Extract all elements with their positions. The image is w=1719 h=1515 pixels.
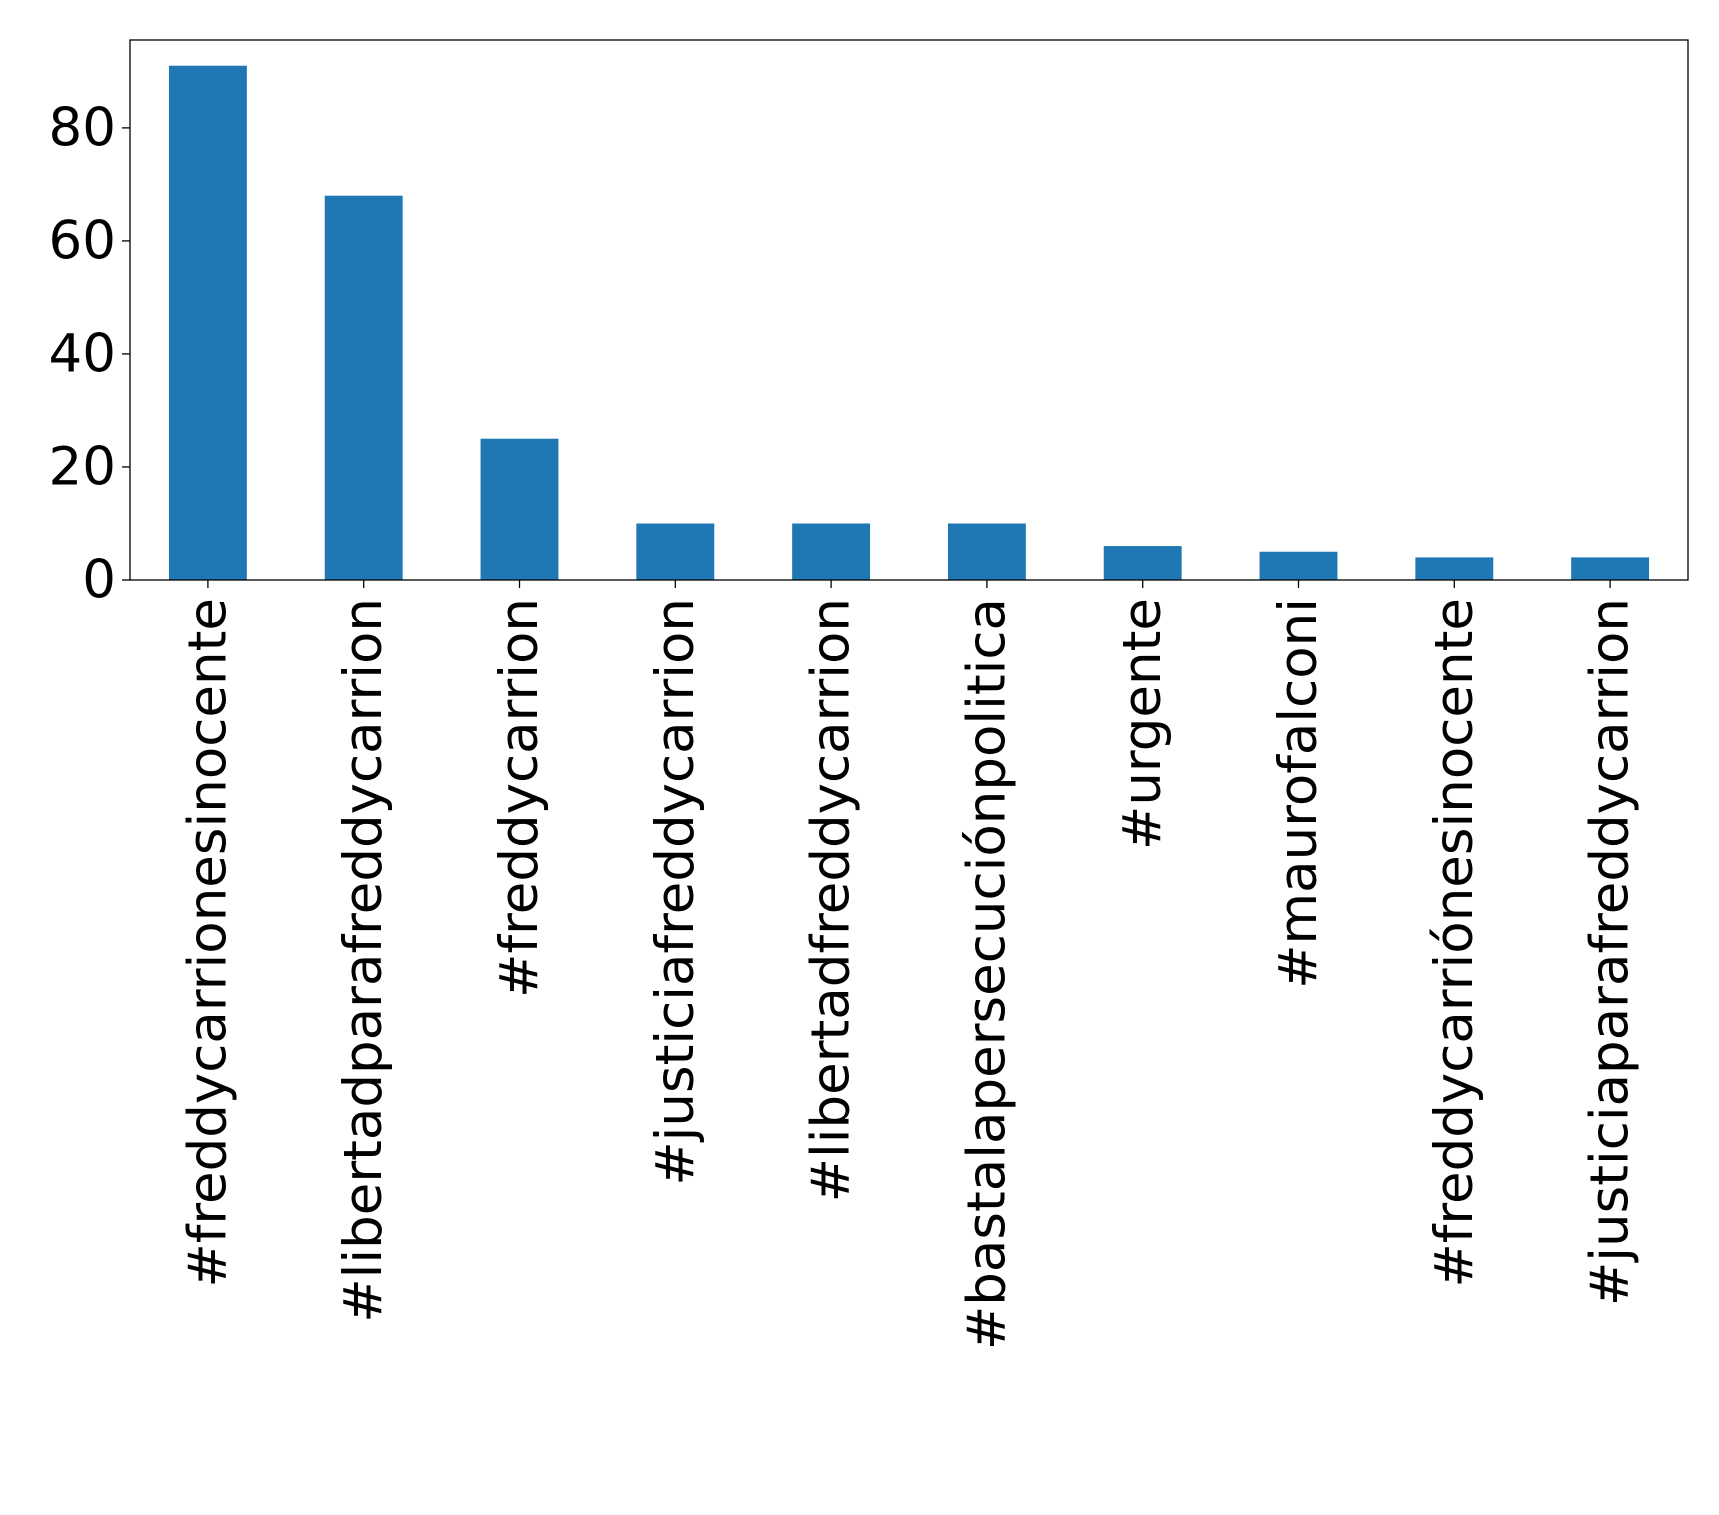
y-tick-label: 80	[49, 97, 116, 158]
x-tick-label: #bastalapersecuciónpolitica	[956, 598, 1017, 1350]
x-tick-label: #freddycarriónesinocente	[1424, 598, 1485, 1288]
bar	[1415, 557, 1494, 580]
x-tick-label: #justiciaparafreddycarrion	[1580, 598, 1641, 1306]
x-tick-label: #libertadfreddycarrion	[801, 598, 862, 1202]
x-tick-label: #freddycarrion	[489, 598, 550, 998]
bar	[1571, 557, 1650, 580]
plot-frame	[129, 39, 1689, 581]
bar	[1103, 546, 1182, 580]
x-tick-label: #urgente	[1112, 598, 1173, 850]
bar	[480, 438, 559, 580]
y-tick-label: 20	[49, 436, 116, 497]
x-tick-label: #maurofalconi	[1268, 598, 1329, 989]
bar	[324, 195, 403, 580]
x-tick-label: #justiciafreddycarrion	[645, 598, 706, 1186]
y-tick-label: 0	[82, 550, 116, 611]
y-tick-label: 60	[49, 210, 116, 271]
bar	[168, 65, 247, 580]
x-tick-label: #freddycarrionesinocente	[177, 598, 238, 1288]
bar	[636, 523, 715, 580]
bar	[947, 523, 1026, 580]
bar	[1259, 551, 1338, 580]
bar	[792, 523, 871, 580]
y-tick-label: 40	[49, 323, 116, 384]
x-tick-label: #libertadparafreddycarrion	[333, 598, 394, 1323]
